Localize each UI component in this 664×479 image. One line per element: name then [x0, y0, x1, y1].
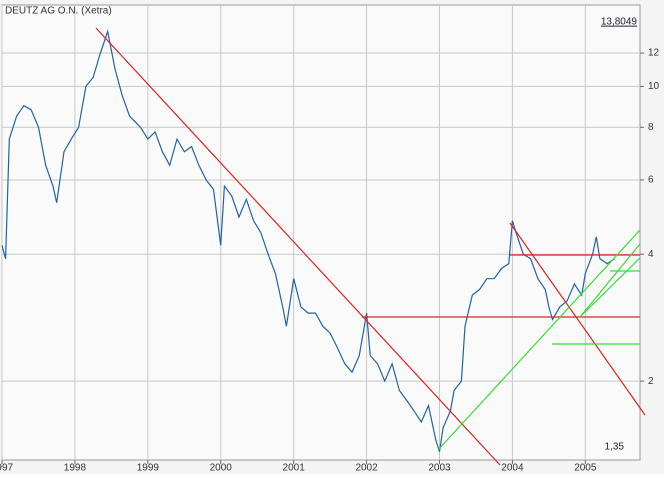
low-label: 1,35 [605, 442, 625, 453]
trend-lines [95, 27, 646, 466]
series [1, 29, 615, 452]
high-label: 13,8049 [601, 17, 638, 28]
x-tick-label: 2001 [283, 463, 306, 474]
y-tick-label: 10 [648, 81, 660, 92]
trend-line [579, 257, 641, 318]
plot-area [1, 4, 641, 461]
y-tick-label: 6 [648, 175, 654, 186]
x-tick-label: 2005 [574, 463, 597, 474]
x-tick-label: 1999 [137, 463, 160, 474]
x-tick-label: 2002 [355, 463, 378, 474]
x-tick-label: 2003 [428, 463, 451, 474]
price-line [1, 29, 615, 452]
trend-line [95, 27, 501, 466]
y-tick-label: 4 [648, 249, 654, 260]
y-tick-label: 12 [648, 48, 660, 59]
x-tick-label: 2004 [501, 463, 524, 474]
y-tick-label: 8 [648, 122, 654, 133]
trend-line [437, 229, 641, 451]
x-tick-label: 1998 [64, 463, 87, 474]
grid [1, 5, 640, 460]
trend-line [579, 243, 641, 318]
x-tick-label: 2000 [210, 463, 233, 474]
x-tick-label: 1997 [0, 463, 14, 474]
chart-title: DEUTZ AG O.N. (Xetra) [5, 6, 112, 17]
y-tick-label: 2 [648, 376, 654, 387]
